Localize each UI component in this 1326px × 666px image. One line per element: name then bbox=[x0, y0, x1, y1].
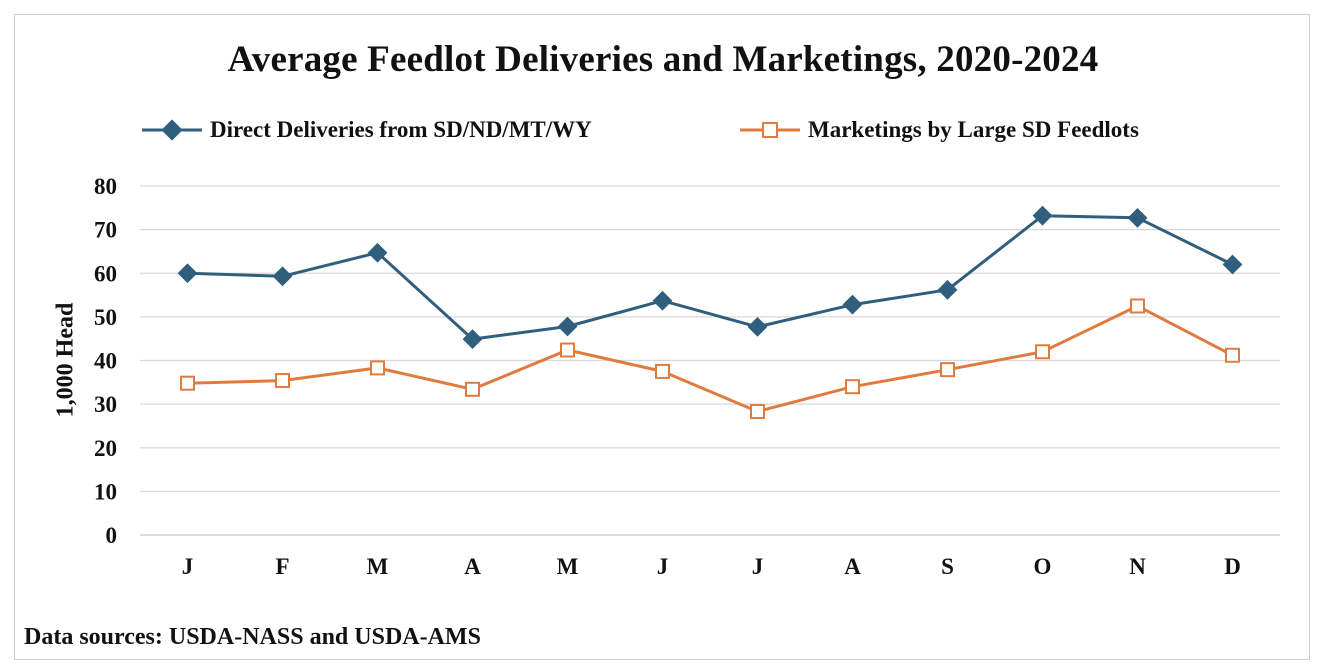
x-tick-label: A bbox=[844, 554, 861, 579]
data-point-marketings bbox=[1035, 344, 1050, 360]
source-note: Data sources: USDA-NASS and USDA-AMS bbox=[24, 624, 481, 650]
data-point-marketings bbox=[560, 342, 575, 358]
data-point-deliveries bbox=[1032, 205, 1053, 226]
x-tick-label: J bbox=[182, 554, 194, 579]
data-point-deliveries bbox=[842, 294, 863, 315]
data-point-deliveries bbox=[177, 263, 198, 284]
x-tick-label: J bbox=[752, 554, 764, 579]
data-point-deliveries bbox=[1222, 254, 1243, 275]
data-point-marketings bbox=[655, 363, 670, 379]
x-tick-label: J bbox=[657, 554, 669, 579]
chart-title: Average Feedlot Deliveries and Marketing… bbox=[227, 39, 1099, 80]
y-tick-label: 40 bbox=[94, 349, 117, 374]
x-tick-label: D bbox=[1224, 554, 1241, 579]
y-tick-label: 60 bbox=[94, 261, 117, 286]
data-point-deliveries bbox=[747, 317, 768, 337]
data-point-marketings bbox=[845, 379, 860, 395]
legend-label-deliveries: Direct Deliveries from SD/ND/MT/WY bbox=[210, 117, 592, 142]
y-tick-label: 30 bbox=[94, 392, 117, 417]
data-point-deliveries bbox=[937, 279, 958, 300]
legend-label-marketings: Marketings by Large SD Feedlots bbox=[808, 117, 1139, 142]
y-tick-label: 70 bbox=[94, 218, 117, 243]
data-point-deliveries bbox=[557, 316, 578, 337]
series-line-2 bbox=[187, 304, 1234, 413]
chart-frame bbox=[14, 14, 1310, 660]
data-point-marketings bbox=[370, 360, 385, 376]
x-tick-label: M bbox=[557, 554, 579, 579]
legend-item-marketings: Marketings by Large SD Feedlots bbox=[738, 112, 1139, 148]
chart-legend: Direct Deliveries from SD/ND/MT/WY Marke… bbox=[0, 112, 1326, 148]
x-tick-label: F bbox=[275, 554, 289, 579]
y-tick-label: 20 bbox=[94, 436, 117, 461]
legend-swatch-marketings bbox=[740, 122, 800, 138]
y-tick-label: 0 bbox=[106, 523, 118, 548]
x-tick-label: O bbox=[1034, 554, 1052, 579]
legend-item-deliveries: Direct Deliveries from SD/ND/MT/WY bbox=[140, 112, 592, 148]
data-point-marketings bbox=[180, 375, 195, 391]
data-point-deliveries bbox=[652, 290, 673, 311]
y-tick-label: 50 bbox=[94, 305, 117, 330]
data-point-deliveries bbox=[462, 329, 483, 350]
data-point-marketings bbox=[1130, 298, 1145, 314]
data-point-marketings bbox=[750, 404, 765, 420]
data-point-marketings bbox=[275, 373, 290, 389]
data-point-deliveries bbox=[1127, 207, 1148, 228]
data-point-deliveries bbox=[272, 266, 293, 287]
x-tick-label: A bbox=[464, 554, 481, 579]
x-tick-label: M bbox=[367, 554, 389, 579]
x-tick-label: S bbox=[941, 554, 954, 579]
series-line-1 bbox=[187, 214, 1234, 341]
y-tick-label: 10 bbox=[94, 479, 117, 504]
data-point-marketings bbox=[1225, 347, 1240, 363]
data-point-deliveries bbox=[367, 242, 388, 263]
data-point-marketings bbox=[465, 381, 480, 397]
y-tick-label: 80 bbox=[94, 174, 117, 199]
legend-swatch-deliveries bbox=[142, 119, 202, 141]
x-tick-label: N bbox=[1129, 554, 1146, 579]
data-point-marketings bbox=[940, 362, 955, 378]
